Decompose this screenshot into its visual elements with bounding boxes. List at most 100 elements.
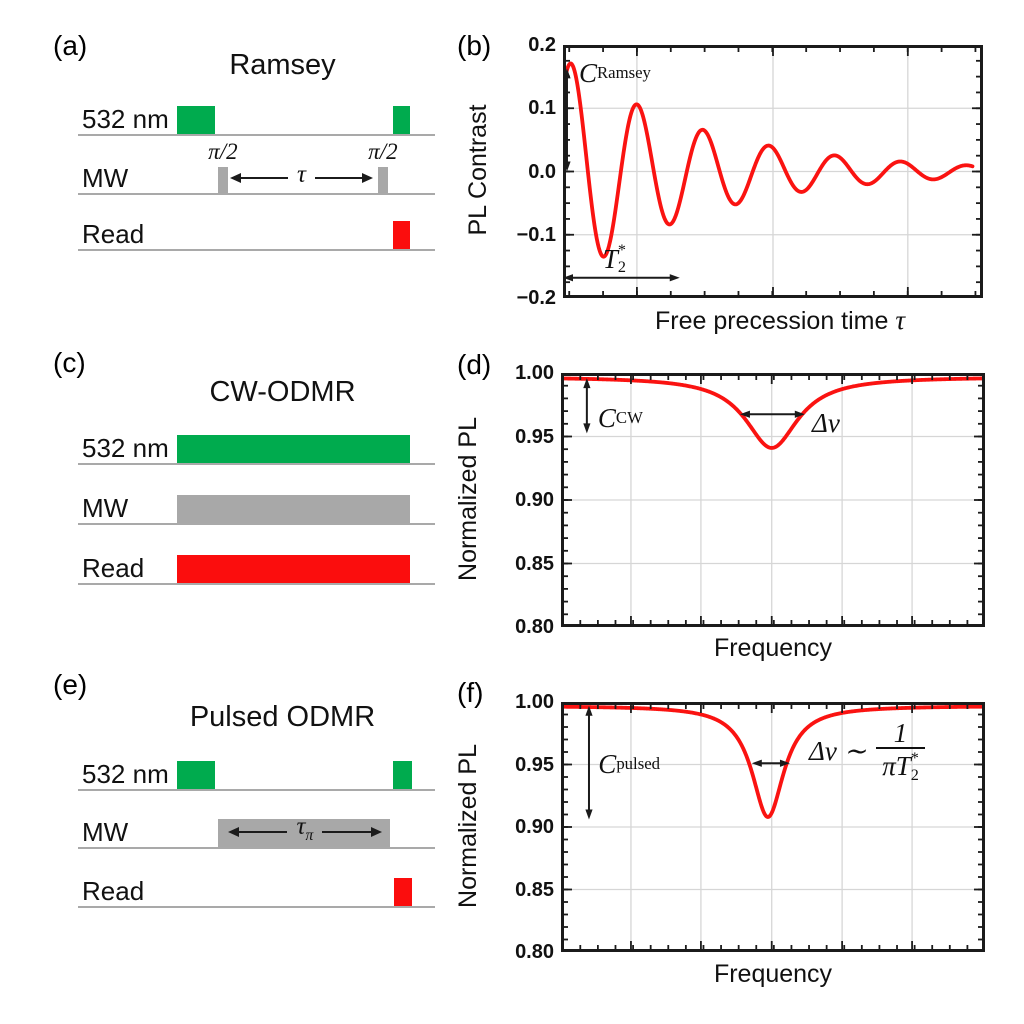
mw-pulse [176, 495, 410, 523]
tau-symbol: τ [895, 305, 906, 335]
ytick-label: 0.85 [515, 552, 554, 575]
annotation-label: C CW [597, 403, 643, 434]
read-pulse [392, 221, 410, 249]
ytick-label: 0.90 [515, 816, 554, 838]
arrowhead-down-icon [583, 423, 591, 434]
signal-curve [563, 61, 975, 259]
plot-frame [561, 373, 985, 627]
arrowhead-left-icon [227, 827, 239, 837]
mw-pulse [217, 167, 228, 193]
arrowhead-down-icon [563, 161, 571, 172]
row-label: MW [82, 817, 129, 847]
arrow-line [238, 831, 288, 833]
plot-frame [561, 702, 985, 952]
arrowhead-right-icon [361, 173, 373, 183]
seq-row-mw: MW τπ [78, 791, 435, 849]
read-pulse [393, 878, 412, 906]
row-label: 532 nm [82, 104, 169, 134]
plot-svg [563, 45, 983, 298]
laser-pulse [392, 106, 410, 134]
row-baseline [78, 193, 435, 195]
mw-pulse [217, 819, 390, 847]
panel-c-title: CW-ODMR [209, 376, 356, 408]
row-label: MW [82, 163, 129, 193]
seq-row-read: Read [78, 850, 435, 908]
signal-curve [561, 376, 985, 450]
tau-label: τπ [296, 813, 314, 844]
chart-f-xaxis-label: Frequency [600, 960, 946, 987]
seq-row-read: Read [78, 193, 435, 251]
seq-row-laser: 532 nm [78, 78, 435, 136]
arrow-line [322, 831, 371, 833]
row-baseline [78, 906, 435, 908]
row-baseline [78, 789, 435, 791]
pi2-caption: π/2 [208, 139, 238, 164]
ytick-label: −0.1 [516, 223, 556, 246]
arrowhead-right-icon [370, 827, 382, 837]
ytick-label: 0.80 [515, 941, 554, 963]
panel-c-label: (c) [53, 347, 86, 378]
arrowhead-up-icon [563, 68, 571, 79]
seq-row-read: Read [78, 527, 435, 585]
ytick-label: 0.90 [515, 489, 554, 511]
ytick-label: 0.95 [515, 425, 554, 448]
ytick-label: 0.0 [528, 160, 556, 183]
ytick-label: 0.2 [528, 34, 556, 56]
chart-d-xaxis-label: Frequency [600, 634, 946, 661]
pi2-caption: π/2 [368, 139, 398, 164]
ytick-label: 0.95 [515, 753, 554, 776]
seq-row-laser: 532 nm [78, 407, 435, 465]
arrowhead-left-icon [739, 410, 750, 418]
chart-d-yaxis-label: Normalized PL [454, 417, 482, 581]
seq-row-mw: MW π/2 π/2 τ [78, 137, 435, 195]
ytick-label: 0.80 [515, 616, 554, 638]
row-baseline [78, 249, 435, 251]
laser-pulse [392, 761, 412, 789]
row-baseline [78, 523, 435, 525]
row-baseline [78, 134, 435, 136]
arrowhead-left-icon [230, 173, 242, 183]
row-baseline [78, 583, 435, 585]
arrowhead-left-icon [751, 759, 762, 767]
plot-svg [561, 373, 985, 627]
annotation-label: C Ramsey [579, 57, 651, 88]
arrow-line [241, 177, 289, 179]
arrowhead-up-icon [583, 378, 591, 389]
panel-e-title: Pulsed ODMR [189, 701, 376, 733]
row-label: Read [82, 876, 145, 906]
arrowhead-down-icon [585, 809, 593, 820]
panel-b-label: (b) [457, 30, 492, 61]
laser-pulse [176, 761, 216, 789]
panel-a-label: (a) [53, 30, 88, 61]
ytick-label: 0.1 [528, 97, 556, 120]
read-pulse [176, 555, 410, 583]
row-label: Read [82, 553, 145, 583]
laser-pulse [176, 435, 410, 463]
arrowhead-right-icon [779, 759, 790, 767]
tau-span-arrow: τ [230, 161, 373, 189]
row-label: 532 nm [82, 433, 169, 463]
seq-row-mw: MW [78, 467, 435, 525]
chart-cw-odmr-plot: C CW Δν [561, 373, 985, 627]
chart-ramsey-plot: C Ramsey T * 2 [563, 45, 983, 298]
row-label: 532 nm [82, 759, 169, 789]
ytick-label: −0.2 [516, 287, 556, 309]
chart-f-yaxis-label: Normalized PL [454, 744, 482, 908]
ytick-label: 1.00 [515, 691, 554, 713]
annotation-label: Δν [812, 408, 840, 439]
tau-span-arrow: τπ [227, 813, 382, 844]
panel-f-label: (f) [457, 677, 484, 708]
ytick-label: 1.00 [515, 362, 554, 384]
seq-row-laser: 532 nm [78, 733, 435, 791]
xaxis-label-text: Frequency [713, 634, 833, 662]
row-label: Read [82, 219, 145, 249]
panel-a-title: Ramsey [229, 49, 336, 81]
mw-pulse [377, 167, 388, 193]
row-baseline [78, 463, 435, 465]
chart-b-xaxis-label: Free precession time τ [600, 305, 960, 335]
panel-e-label: (e) [53, 669, 88, 700]
annotation-label: Δν ∼ 1 πT * 2 [809, 719, 925, 783]
arrowhead-right-icon [669, 274, 680, 282]
